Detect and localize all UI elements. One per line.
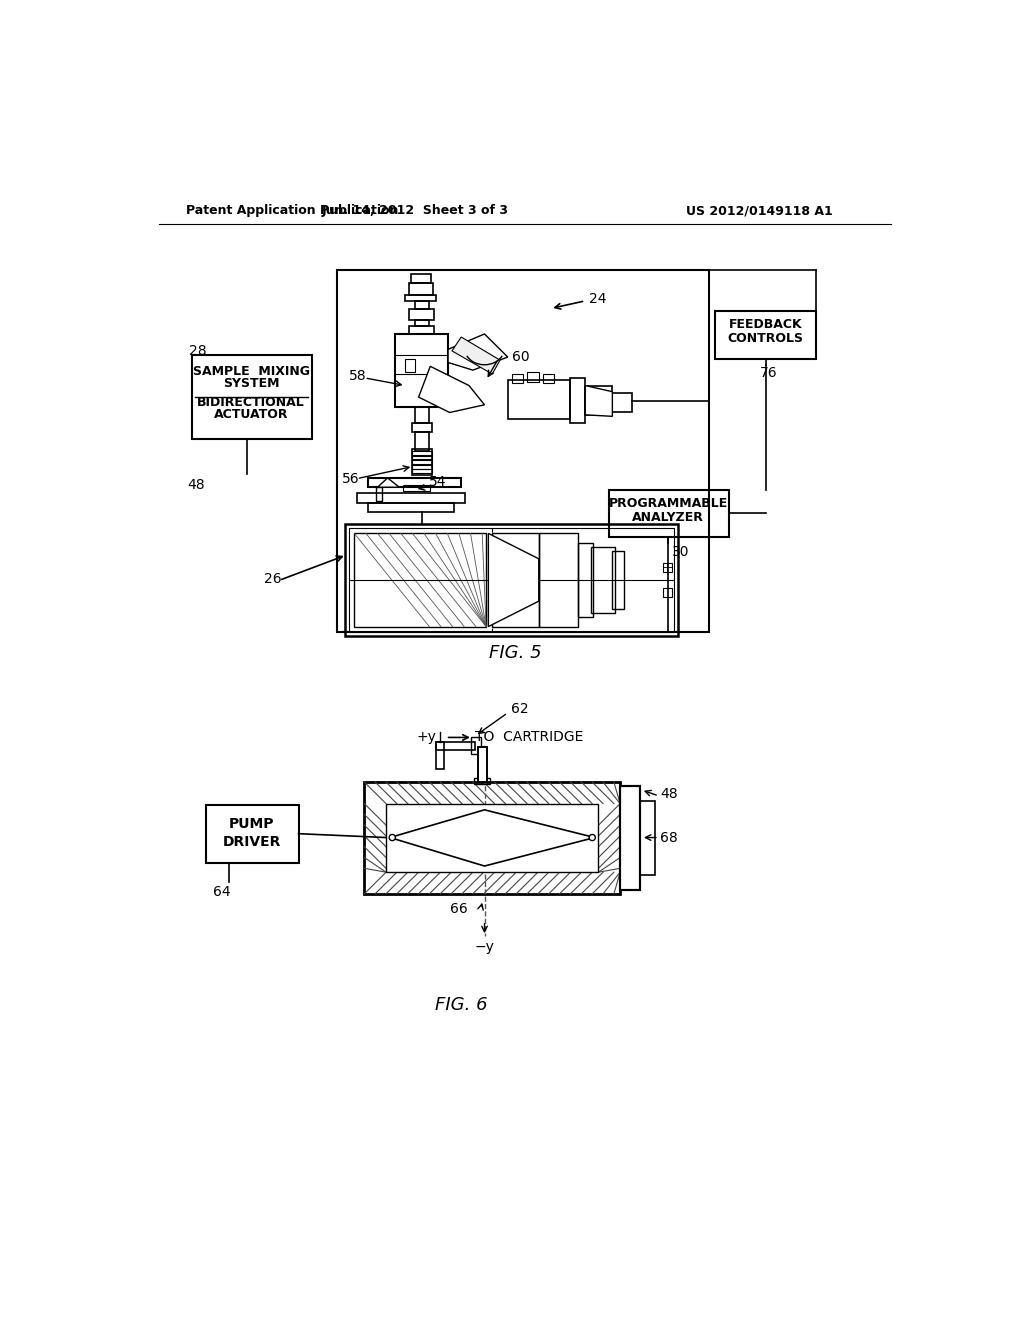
Bar <box>527 372 539 381</box>
Text: DRIVER: DRIVER <box>223 836 282 849</box>
Bar <box>412 451 432 455</box>
Bar <box>386 804 598 873</box>
Bar <box>412 422 432 432</box>
Circle shape <box>389 834 395 841</box>
Polygon shape <box>449 334 508 370</box>
Text: +y: +y <box>417 730 436 744</box>
Text: FIG. 5: FIG. 5 <box>489 644 542 661</box>
Text: 64: 64 <box>213 884 230 899</box>
Bar <box>406 359 415 372</box>
Text: 28: 28 <box>189 345 207 358</box>
Bar <box>477 747 486 781</box>
Circle shape <box>589 834 595 841</box>
Bar <box>621 785 640 890</box>
Bar <box>406 294 436 301</box>
Text: CONTROLS: CONTROLS <box>728 333 804 345</box>
Text: ANALYZER: ANALYZER <box>632 511 705 524</box>
Text: 60: 60 <box>512 350 529 364</box>
Text: 24: 24 <box>589 292 606 306</box>
Text: Patent Application Publication: Patent Application Publication <box>186 205 398 218</box>
Bar <box>415 321 429 326</box>
Bar <box>412 449 432 475</box>
Text: SYSTEM: SYSTEM <box>223 376 280 389</box>
Text: PROGRAMMABLE: PROGRAMMABLE <box>608 496 728 510</box>
Text: 58: 58 <box>349 368 367 383</box>
Bar <box>539 533 578 627</box>
Bar <box>612 552 624 609</box>
Polygon shape <box>390 810 595 866</box>
Bar <box>663 562 672 572</box>
Bar <box>354 533 486 627</box>
Bar <box>415 301 429 309</box>
Bar <box>403 484 430 491</box>
Text: SAMPLE  MIXING: SAMPLE MIXING <box>193 366 309 379</box>
Text: ACTUATOR: ACTUATOR <box>214 408 289 421</box>
Bar <box>345 524 678 636</box>
Bar <box>436 742 444 770</box>
Bar <box>365 781 621 894</box>
Bar <box>608 490 729 537</box>
Text: BIDIRECTIONAL: BIDIRECTIONAL <box>198 396 305 409</box>
Bar <box>716 312 816 359</box>
Text: FEEDBACK: FEEDBACK <box>729 318 803 331</box>
Bar <box>206 805 299 863</box>
Text: Jun. 14, 2012  Sheet 3 of 3: Jun. 14, 2012 Sheet 3 of 3 <box>322 205 508 218</box>
Bar <box>191 355 311 440</box>
Bar <box>356 494 465 503</box>
Bar <box>471 738 480 755</box>
Polygon shape <box>586 385 612 416</box>
Bar <box>411 275 431 284</box>
Bar <box>412 455 432 459</box>
Text: 76: 76 <box>760 367 777 380</box>
Bar <box>508 380 569 418</box>
Polygon shape <box>419 367 484 412</box>
Text: 48: 48 <box>187 478 205 492</box>
Text: US 2012/0149118 A1: US 2012/0149118 A1 <box>686 205 833 218</box>
Bar <box>409 284 433 294</box>
Bar <box>592 548 614 612</box>
Bar <box>410 309 434 321</box>
Bar <box>412 461 432 465</box>
Bar <box>621 785 640 890</box>
Bar <box>337 271 710 632</box>
Bar <box>586 385 612 414</box>
Bar <box>376 487 382 502</box>
Bar <box>640 801 655 874</box>
Text: 48: 48 <box>660 788 678 801</box>
Bar <box>663 589 672 597</box>
Bar <box>578 544 593 616</box>
Text: −y: −y <box>474 940 495 954</box>
Polygon shape <box>378 478 399 487</box>
Bar <box>543 374 554 383</box>
Text: 62: 62 <box>511 702 528 715</box>
Bar <box>512 374 523 383</box>
Bar <box>493 533 539 627</box>
Bar <box>369 478 461 487</box>
Text: 56: 56 <box>342 471 359 486</box>
Bar <box>415 407 429 422</box>
Bar <box>410 326 434 334</box>
Bar <box>412 465 432 469</box>
Polygon shape <box>452 337 500 374</box>
Text: 54: 54 <box>429 475 446 488</box>
Polygon shape <box>488 533 539 627</box>
Text: 66: 66 <box>450 902 467 916</box>
Text: 26: 26 <box>263 572 282 586</box>
Bar <box>569 378 586 422</box>
Text: FIG. 6: FIG. 6 <box>435 997 487 1014</box>
Bar <box>369 503 454 512</box>
Bar <box>477 747 486 781</box>
Text: PUMP: PUMP <box>229 817 274 832</box>
Bar <box>610 393 632 412</box>
Bar <box>349 528 675 632</box>
Bar <box>395 334 449 407</box>
Bar <box>436 742 475 750</box>
Text: 68: 68 <box>660 830 678 845</box>
Text: 30: 30 <box>672 545 689 558</box>
Text: TO  CARTRIDGE: TO CARTRIDGE <box>475 730 584 744</box>
Bar <box>412 470 432 474</box>
Bar <box>415 432 429 451</box>
Bar <box>474 779 489 784</box>
